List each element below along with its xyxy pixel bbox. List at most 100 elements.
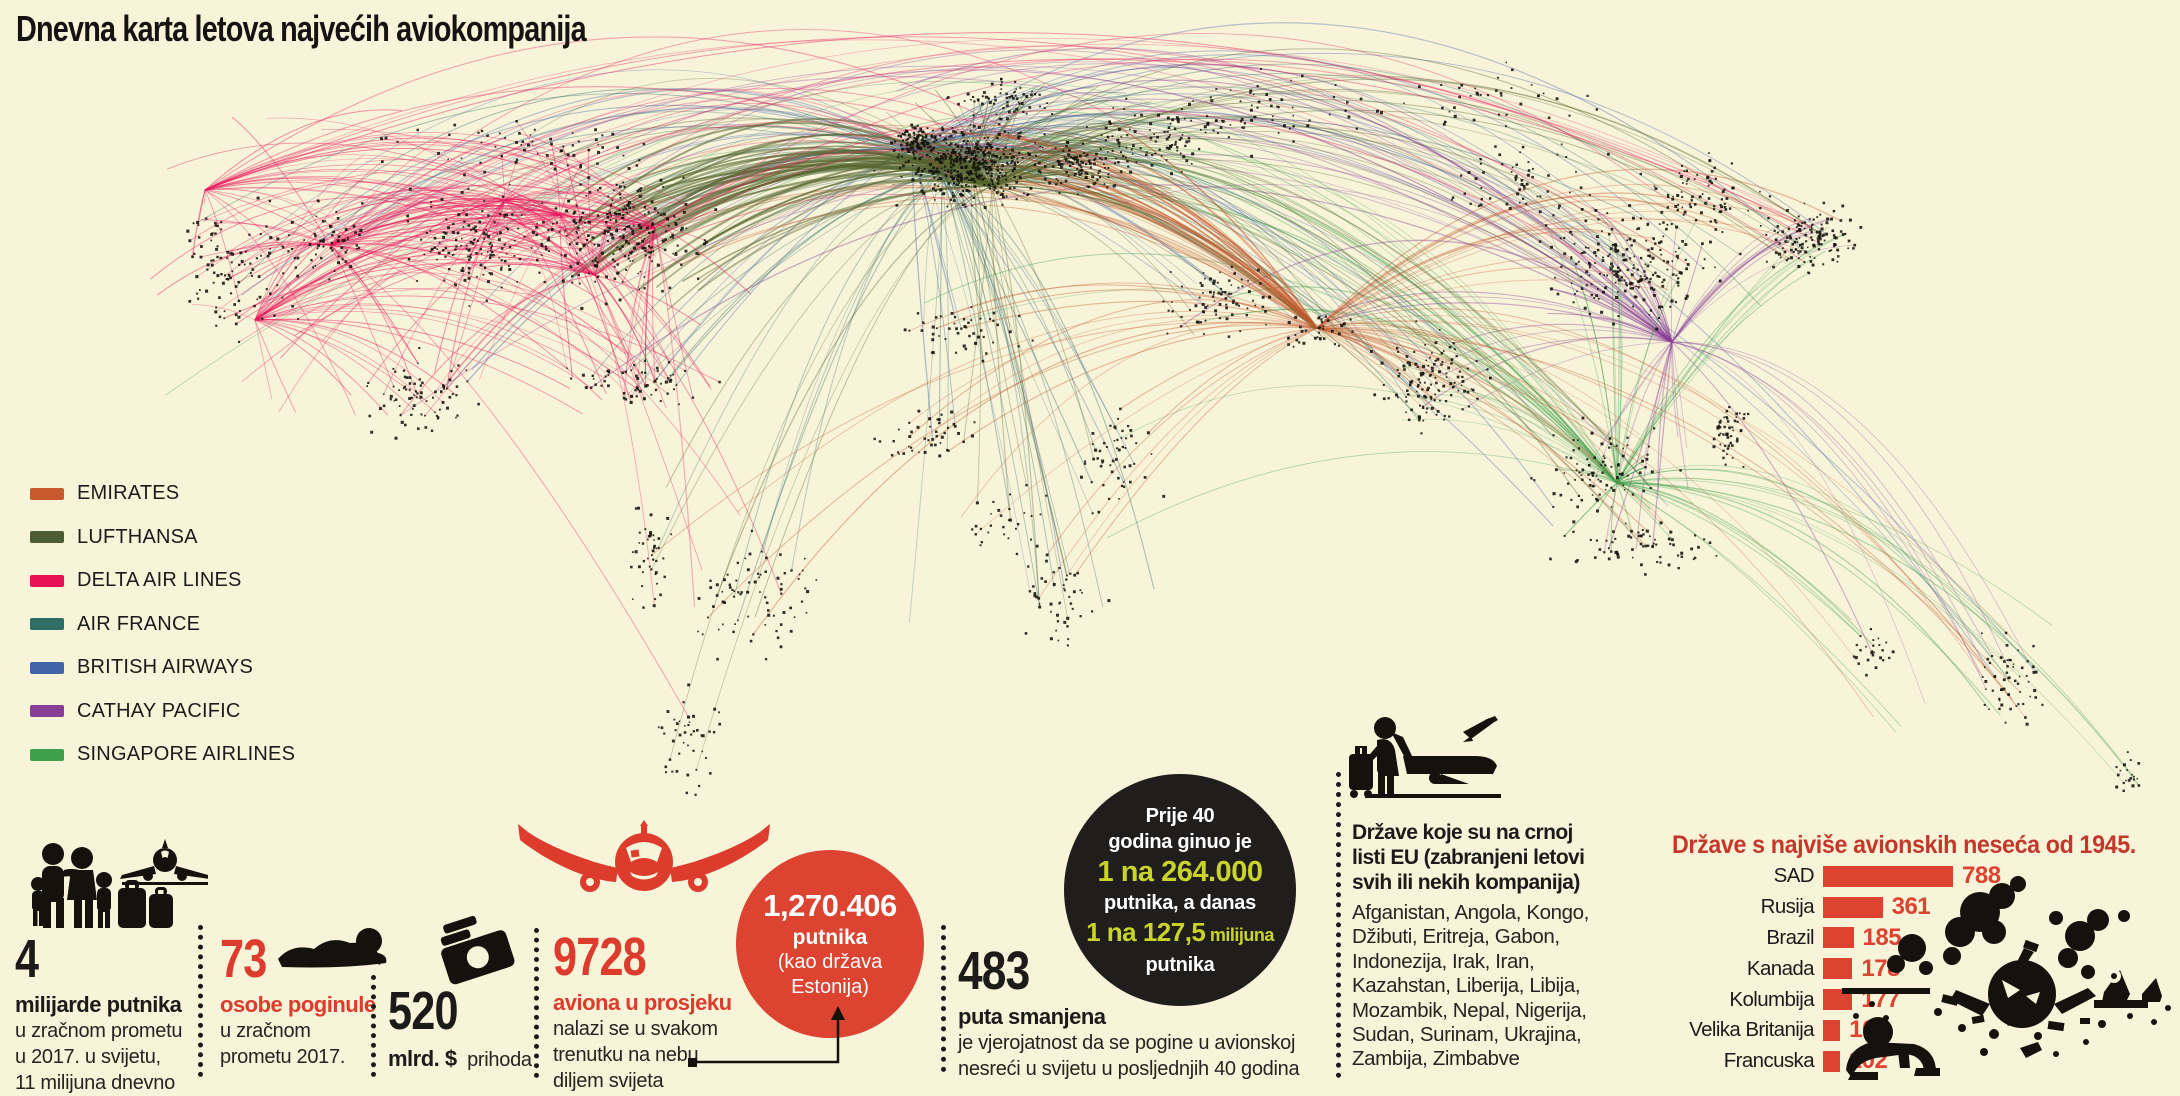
text-line: Džibuti, Eritreja, Gabon, — [1352, 925, 1560, 949]
plane-crash-icon — [1842, 876, 2171, 1080]
routes-singapore-airlines — [165, 80, 2140, 787]
stat-revenue-unit: mlrd. $ — [388, 1046, 457, 1071]
bar-label: Velika Britanija — [1689, 1018, 1814, 1042]
legend-label: SINGAPORE AIRLINES — [77, 743, 296, 766]
text-line: Zambija, Zimbabve — [1352, 1047, 1520, 1071]
stat-planes-lines: nalazi se u svakom trenutku na nebu diljem… — [553, 1016, 773, 1094]
text-line: Indonezija, Irak, Iran, — [1352, 949, 1535, 973]
text-line: u zračnom — [220, 1020, 311, 1042]
text-line: prometu 2017. — [220, 1046, 346, 1068]
stat-deaths-value: 73 — [220, 929, 267, 989]
legend-label: AIR FRANCE — [77, 612, 201, 635]
legend-swatch — [30, 531, 64, 544]
accidents-bar-chart: SAD 788 Rusija 361 Brazil 185 Kanada 178 Kolumbi… — [1662, 861, 2001, 1077]
bar — [1823, 1050, 1840, 1072]
legend-swatch — [30, 487, 64, 500]
dotted-divider — [534, 928, 539, 1078]
stat-passengers-lines: u zračnom prometu u 2017. u svijetu, 11 mi… — [15, 1018, 205, 1096]
red-circle-unit: putnika — [792, 926, 868, 949]
text-line: svih ili nekih kompanija) — [1352, 871, 1580, 894]
bar-value: 788 — [1962, 862, 2001, 890]
legend-item-emirates: EMIRATES — [30, 472, 295, 516]
stat-reduction-lines: je vjerojatnost da se pogine u avionskoj… — [958, 1030, 1318, 1082]
stat-revenue-label: prihoda — [467, 1049, 532, 1071]
fatality-odds-circle: Prije 40 godina ginuo je 1 na 264.000 pu… — [1064, 774, 1296, 1006]
family-travelers-plane-icon — [31, 839, 208, 928]
traveler-blacklist-icon — [1349, 716, 1501, 798]
airline-legend: EMIRATES LUFTHANSA DELTA AIR LINES AIR FRAN… — [30, 472, 295, 777]
bar-label: SAD — [1773, 864, 1815, 888]
stat-deaths-lines: u zračnom prometu 2017. — [220, 1018, 370, 1070]
stat-planes-label: aviona u prosjeku — [553, 990, 732, 1015]
legend-item-singapore-airlines: SINGAPORE AIRLINES — [30, 733, 295, 777]
bar-value: 361 — [1891, 893, 1931, 921]
text-line: listi EU (zabranjeni letovi — [1352, 846, 1585, 869]
kneeling-person — [1846, 1017, 1940, 1080]
stat-passengers-value: 4 — [15, 929, 39, 989]
legend-item-cathay-pacific: CATHAY PACIFIC — [30, 690, 295, 734]
black-circle-line2: godina ginuo je — [1108, 830, 1252, 853]
stat-revenue-value: 520 — [388, 981, 458, 1041]
dotted-divider — [1336, 772, 1341, 1078]
text-line: Kazahstan, Liberija, Libija, — [1352, 974, 1581, 998]
bar-value: 185 — [1862, 923, 1902, 951]
bar — [1823, 958, 1853, 980]
black-circle-highlight2: 1 na 127,5 milijuna — [1086, 916, 1274, 947]
debris — [1853, 994, 2171, 1058]
bar — [1823, 1019, 1841, 1041]
grounded-plane-glyph — [1403, 756, 1497, 774]
legend-swatch — [30, 705, 64, 718]
stat-reduction-value: 483 — [958, 941, 1030, 1001]
bar-row: SAD 788 — [1662, 861, 2001, 892]
passengers-daily-circle: 1,270.406 putnika (kao država Estonija) — [736, 850, 924, 1038]
text-line: Države koje su na crnoj — [1352, 821, 1573, 844]
legend-item-delta-air-lines: DELTA AIR LINES — [30, 559, 295, 603]
legend-swatch — [30, 618, 64, 631]
text-line: u zračnom prometu — [15, 1020, 183, 1042]
red-circle-value: 1,270.406 — [763, 888, 897, 923]
bar — [1823, 927, 1854, 949]
eu-blacklist: Države koje su na crnoj listi EU (zabranj… — [1352, 820, 1652, 1072]
bar-label: Brazil — [1766, 925, 1814, 949]
legend-label: CATHAY PACIFIC — [77, 699, 241, 722]
text-line: u 2017. u svijetu, — [15, 1046, 161, 1068]
airport-dots — [186, 61, 2141, 796]
blacklist-countries: Afganistan, Angola, Kongo, Džibuti, Eritr… — [1352, 901, 1652, 1072]
bar-row: Rusija 361 — [1662, 892, 2001, 923]
stat-deaths-label: osobe poginule — [220, 992, 376, 1017]
routes-delta — [150, 29, 1822, 718]
legend-item-lufthansa: LUFTHANSA — [30, 516, 295, 560]
bar — [1823, 989, 1853, 1011]
routes-cathay-pacific — [352, 47, 2029, 705]
black-circle-line3: putnika, a danas — [1104, 891, 1256, 914]
smoke-puffs — [1887, 876, 2130, 979]
text-line: nesreći u svijetu u posljednjih 40 godin… — [958, 1058, 1300, 1080]
page-title: Dnevna karta letova najvećih aviokompani… — [16, 8, 587, 49]
bar-label: Rusija — [1760, 895, 1815, 919]
black-circle-line4: putnika — [1145, 953, 1215, 976]
takeoff-plane-glyph — [1463, 716, 1498, 742]
bar — [1823, 865, 1953, 887]
legend-label: LUFTHANSA — [77, 525, 198, 548]
text-line: Mozambik, Nepal, Nigerija, — [1352, 998, 1587, 1022]
accidents-chart-title: Države s najviše avionskih neseća od 194… — [1672, 831, 2136, 859]
route-arcs — [150, 22, 2140, 787]
bar — [1823, 896, 1883, 918]
text-line: nalazi se u svakom — [553, 1018, 718, 1040]
dotted-divider — [198, 925, 203, 1077]
bar-label: Francuska — [1723, 1049, 1815, 1073]
bar-label: Kolumbija — [1729, 987, 1814, 1011]
blacklist-heading: Države koje su na crnoj listi EU (zabranj… — [1352, 820, 1652, 895]
banknotes-icon — [440, 915, 515, 985]
casualty-person-icon — [278, 928, 387, 968]
legend-swatch — [30, 574, 64, 587]
stat-passengers-label: milijarde putnika — [15, 992, 182, 1017]
text-line: Afganistan, Angola, Kongo, — [1352, 901, 1589, 924]
stat-revenue: 520 mlrd. $ prihoda — [388, 984, 548, 1073]
black-circle-line1: Prije 40 — [1145, 804, 1215, 827]
legend-swatch — [30, 661, 64, 674]
stat-reduction: 483 puta smanjena je vjerojatnost da se … — [958, 944, 1318, 1082]
stat-planes: 9728 aviona u prosjeku nalazi se u svako… — [553, 930, 773, 1094]
red-airplane-icon — [518, 820, 770, 892]
